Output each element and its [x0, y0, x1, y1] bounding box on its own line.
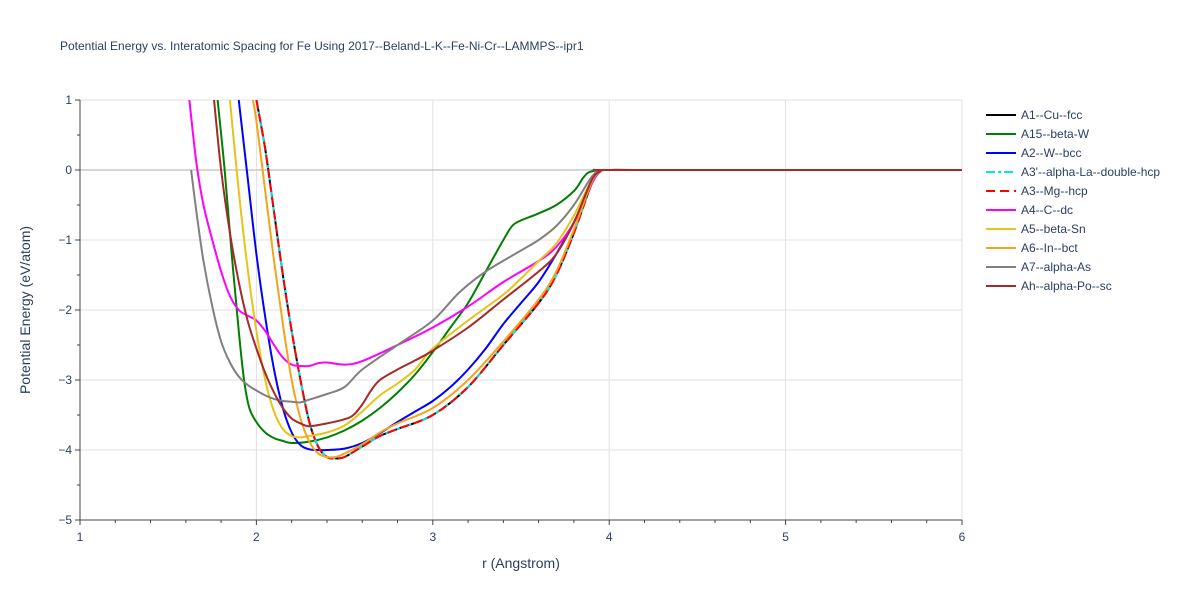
series-line-6 — [228, 100, 962, 439]
legend-item[interactable]: A5--beta-Sn — [986, 222, 1086, 236]
legend-item[interactable]: A3--Mg--hcp — [986, 184, 1088, 198]
series-line-1 — [216, 100, 962, 445]
y-tick-label: −5 — [58, 513, 72, 527]
series-line-8 — [190, 168, 962, 404]
y-tick-label: 0 — [65, 163, 72, 177]
x-ticks: 1 2 3 4 5 6 — [77, 520, 966, 544]
legend-item[interactable]: A1--Cu--fcc — [986, 108, 1082, 122]
series-line-7 — [251, 100, 962, 459]
legend-label: A1--Cu--fcc — [1021, 108, 1082, 122]
series-lines — [188, 100, 962, 460]
legend-label: A4--C--dc — [1021, 203, 1073, 217]
y-tick-label: −4 — [58, 443, 72, 457]
x-tick-label: 6 — [959, 530, 966, 544]
x-tick-label: 2 — [253, 530, 260, 544]
series-line-9 — [213, 100, 962, 428]
legend-label: A15--beta-W — [1021, 127, 1090, 141]
legend-label: A2--W--bcc — [1021, 146, 1081, 160]
y-tick-label: −3 — [58, 373, 72, 387]
y-tick-label: 1 — [65, 93, 72, 107]
x-axis-label: r (Angstrom) — [482, 555, 560, 571]
series-line-2 — [237, 100, 962, 452]
legend-item[interactable]: A15--beta-W — [986, 127, 1090, 141]
legend-label: Ah--alpha-Po--sc — [1021, 279, 1112, 293]
legend-label: A5--beta-Sn — [1021, 222, 1086, 236]
legend-item[interactable]: Ah--alpha-Po--sc — [986, 279, 1112, 293]
y-ticks: −5 −4 −3 −2 −1 0 1 — [58, 93, 80, 527]
legend-label: A3'--alpha-La--double-hcp — [1021, 165, 1160, 179]
y-axis-label: Potential Energy (eV/atom) — [17, 226, 33, 394]
x-tick-label: 3 — [429, 530, 436, 544]
y-tick-label: −1 — [58, 233, 72, 247]
legend-item[interactable]: A2--W--bcc — [986, 146, 1081, 160]
series-line-5 — [188, 100, 962, 368]
legend-item[interactable]: A7--alpha-As — [986, 260, 1091, 274]
x-tick-label: 4 — [606, 530, 613, 544]
x-tick-label: 5 — [782, 530, 789, 544]
y-tick-label: −2 — [58, 303, 72, 317]
x-tick-label: 1 — [77, 530, 84, 544]
chart-title: Potential Energy vs. Interatomic Spacing… — [60, 39, 584, 53]
legend-label: A3--Mg--hcp — [1021, 184, 1088, 198]
legend-label: A7--alpha-As — [1021, 260, 1091, 274]
legend-item[interactable]: A4--C--dc — [986, 203, 1073, 217]
legend-item[interactable]: A6--In--bct — [986, 241, 1078, 255]
legend-item[interactable]: A3'--alpha-La--double-hcp — [986, 165, 1160, 179]
legend[interactable]: A1--Cu--fcc A15--beta-W A2--W--bcc A3'--alp… — [986, 108, 1160, 293]
legend-label: A6--In--bct — [1021, 241, 1078, 255]
